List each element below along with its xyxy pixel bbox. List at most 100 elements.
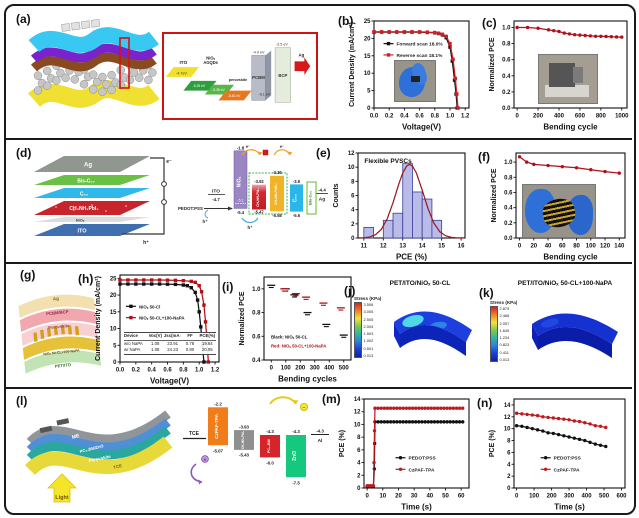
svg-text:PEDOT:PSS: PEDOT:PSS xyxy=(554,456,582,462)
svg-text:30: 30 xyxy=(411,494,418,500)
tester-base-plate xyxy=(545,85,589,97)
svg-text:10: 10 xyxy=(379,494,386,500)
svg-text:800: 800 xyxy=(596,114,607,120)
svg-text:Flexible PVSCs: Flexible PVSCs xyxy=(364,158,412,165)
c60-top-ev: -3.9 xyxy=(293,179,301,184)
ag-ev: -4.4 xyxy=(318,188,326,193)
agqds-label: AGQDs xyxy=(203,60,218,65)
svg-text:120: 120 xyxy=(600,244,611,250)
perovskite-band xyxy=(26,426,171,462)
svg-text:400: 400 xyxy=(324,366,335,372)
chart-svg-m: 0 10 20 30 40 50 60 0 2 4 6 8 10 12 14 Time (s) PCE (%) P… xyxy=(339,397,470,512)
niox-label: NiOₓ xyxy=(206,55,215,60)
highlight-box xyxy=(119,37,130,89)
niox-ev1: -5.25 eV xyxy=(193,84,206,88)
tester-arm xyxy=(573,67,583,83)
pedot-pss-label: PEDOT:PSS xyxy=(178,206,203,211)
light-stress-patch xyxy=(541,318,559,328)
mapi-bar-label: CH₃NH₃PbI₃ xyxy=(241,430,245,449)
svg-text:2: 2 xyxy=(507,474,511,480)
electron-circle xyxy=(300,402,309,411)
svg-text:10: 10 xyxy=(354,422,361,428)
svg-text:CzPAF-TPA: CzPAF-TPA xyxy=(554,467,580,473)
pce-histogram-chart: 11 12 13 14 15 16 0 2 4 6 8 10 12 PCE (%) Counts Flexib… xyxy=(330,146,472,262)
svg-text:6: 6 xyxy=(351,194,355,200)
svg-text:0.0: 0.0 xyxy=(504,236,513,242)
svg-text:400: 400 xyxy=(554,114,565,120)
jv-curve-chart: 0.0 0.2 0.4 0.6 0.8 1.0 1.2 0 5 10 15 20 25 Voltage(V… xyxy=(346,14,476,132)
niox-layer xyxy=(34,217,150,222)
svg-text:15: 15 xyxy=(364,54,371,60)
chart-svg-i: 0 100 200 300 400 500 0.4 0.6 0.8 1.0 Bending cycl… xyxy=(239,276,352,384)
chart-svg-h: 0.0 0.2 0.4 0.6 0.8 1.0 1.2 0 5 10 15 20 25 Voltage(V… xyxy=(95,274,220,386)
mapbr-top-ev: -3.36 xyxy=(272,170,282,175)
perovskite-band-label: Perovskite xyxy=(88,454,111,464)
svg-text:25: 25 xyxy=(364,19,371,25)
c60-bot-ev: -5.6 xyxy=(293,213,301,218)
svg-text:0: 0 xyxy=(515,114,519,120)
zno-bar xyxy=(286,435,306,478)
bending-cycles-chart: 0 100 200 300 400 500 0.4 0.6 0.8 1.0 Bending cycl… xyxy=(236,270,358,384)
pcbm-top-ev: -4.0 eV xyxy=(253,51,265,55)
device-photo-inset xyxy=(394,60,436,102)
svg-text:20: 20 xyxy=(530,244,537,250)
niox-level xyxy=(183,80,217,91)
svg-text:600: 600 xyxy=(575,114,586,120)
perovskite-layer-label: CH₃NH₃PbI₃ xyxy=(69,206,99,212)
svg-text:500: 500 xyxy=(599,494,610,500)
svg-text:25: 25 xyxy=(110,276,117,282)
colorbar-label: Stress (KPa) xyxy=(490,300,518,305)
svg-text:NiOₓ 50-CL+100-NaPA: NiOₓ 50-CL+100-NaPA xyxy=(139,316,185,321)
czpaf-bar-label: CzPAF-TPA xyxy=(214,413,219,439)
colorbar-label: Stress (KPa) xyxy=(354,296,382,301)
row-divider-1 xyxy=(6,138,632,140)
pcbm-side xyxy=(265,50,272,101)
svg-text:14: 14 xyxy=(354,397,361,403)
zno-top-ev: -4.3 xyxy=(292,429,300,434)
svg-text:600: 600 xyxy=(616,494,627,500)
svg-text:NiOₓ 50-Cl: NiOₓ 50-Cl xyxy=(139,304,160,309)
energy-inset-svg: ITO -4.7eV NiOₓ AGQDs -5.25 eV -5.35 eV … xyxy=(165,43,311,103)
perovskite-band xyxy=(21,322,99,346)
svg-text:300: 300 xyxy=(310,366,321,372)
mapi-bot-ev: -5.43 xyxy=(239,453,250,458)
svg-text:15: 15 xyxy=(438,244,445,250)
al-ev: -4.3 xyxy=(316,429,324,434)
svg-text:Bending cycle: Bending cycle xyxy=(543,123,598,132)
svg-text:0: 0 xyxy=(515,494,519,500)
panel-label-d: (d) xyxy=(16,146,32,160)
flexed-device-photo-inset xyxy=(522,184,596,238)
perovskite-layer xyxy=(34,201,150,215)
panel-label-f: (f) xyxy=(478,150,490,164)
tester-body xyxy=(549,63,575,87)
svg-text:CzPAF-TPA: CzPAF-TPA xyxy=(409,467,435,473)
svg-text:12: 12 xyxy=(348,151,355,157)
svg-text:60: 60 xyxy=(458,494,465,500)
svg-text:Voltage(V): Voltage(V) xyxy=(150,377,189,386)
panel-label-g: (g) xyxy=(20,268,36,282)
perovskite-level xyxy=(218,90,252,101)
svg-text:0.0: 0.0 xyxy=(370,114,379,120)
chart-svg-e: 11 12 13 14 15 16 0 2 4 6 8 10 12 PCE (%) Counts Flexib… xyxy=(333,151,466,262)
hole-arc xyxy=(190,463,203,483)
niox-layer-label: NiOₓ xyxy=(76,217,85,222)
svg-text:40: 40 xyxy=(426,494,433,500)
terminal-1 xyxy=(161,181,167,187)
pet-ito-band xyxy=(24,350,102,374)
energy-band-diagram-d: PEDOT:PSS ITO -4.7 h⁺ -1.8 NiOₓ -5.1 -5.… xyxy=(178,144,328,230)
stress-colorbar-k: Stress (KPa) 2.879 2.468 2.057 1.645 1.234 0.… xyxy=(490,300,517,362)
svg-text:0: 0 xyxy=(351,236,355,242)
svg-text:Voltage(V): Voltage(V) xyxy=(402,123,441,132)
stress-simulation-k: PET/ITO/NiOₓ 50-CL+100-NaPA Stress (KPa)… xyxy=(490,268,636,384)
svg-text:4: 4 xyxy=(507,462,511,468)
svg-text:0.6: 0.6 xyxy=(163,368,172,374)
high-stress-patch xyxy=(402,314,424,328)
simulation-title-j: PET/ITO/NiOₓ 50-CL xyxy=(389,280,451,287)
table-row: w/ NaPA 1.08 24.23 0.80 20.05 xyxy=(124,347,213,353)
panel-label-i: (i) xyxy=(222,280,234,294)
svg-text:80: 80 xyxy=(573,244,580,250)
energy-band-diagram-l: TCE -2.2 CzPAF-TPA -5.07 + -3.93 CH₃NH₃P… xyxy=(183,396,329,485)
niox-band-label: NiOₓ 50-CL+100-NaPA xyxy=(43,348,80,356)
ito-ev: -4.7eV xyxy=(176,71,187,75)
